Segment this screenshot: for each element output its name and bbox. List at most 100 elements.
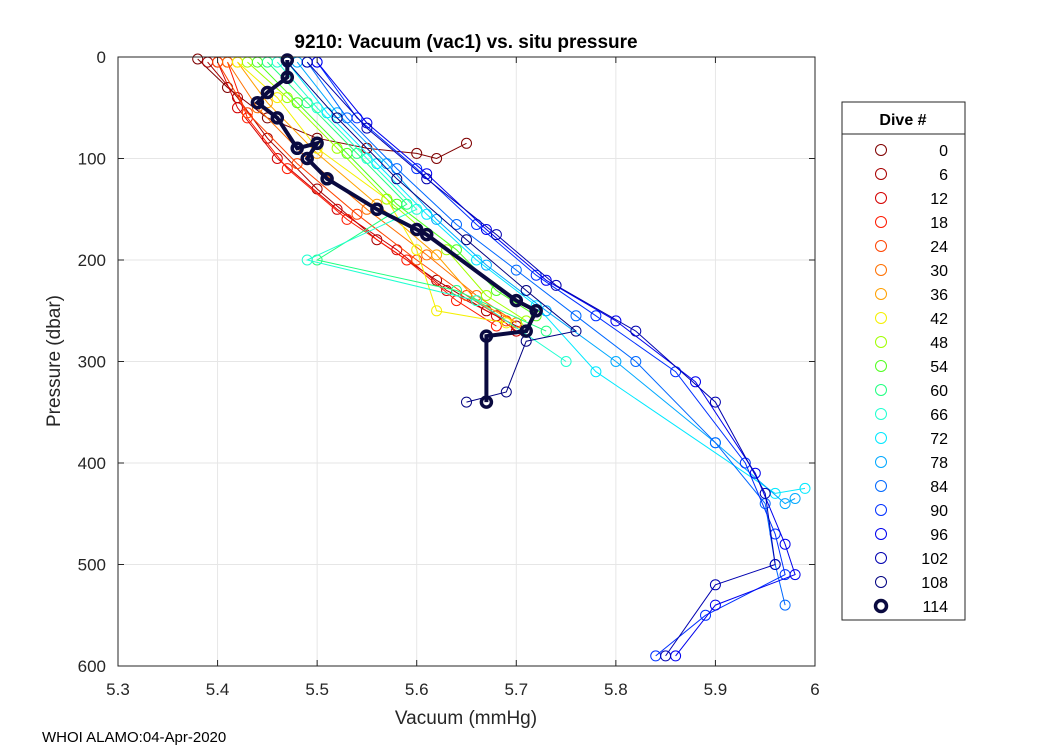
data-point-84	[570, 310, 582, 322]
data-point-66	[560, 356, 572, 367]
data-point-108	[500, 386, 512, 398]
series-line-90	[316, 61, 786, 657]
data-point-96	[779, 538, 791, 550]
data-point-96	[690, 376, 701, 388]
data-point-78	[480, 259, 492, 271]
legend-marker	[875, 432, 887, 444]
data-point-78	[779, 498, 791, 510]
legend-marker	[875, 240, 887, 252]
data-point-114	[300, 151, 314, 166]
legend-title: Dive #	[879, 112, 926, 129]
legend-label: 0	[939, 143, 948, 160]
x-tick-label: 5.3	[106, 680, 130, 699]
data-point-108	[461, 396, 472, 408]
data-point-24	[291, 158, 303, 170]
legend-marker	[875, 336, 887, 348]
data-point-96	[540, 274, 552, 286]
data-point-96	[480, 224, 492, 235]
x-tick-label: 5.8	[604, 680, 628, 699]
legend-entry: 12	[875, 191, 948, 208]
legend-label: 6	[939, 167, 948, 184]
legend-label: 36	[930, 287, 948, 304]
legend: Dive # 0 6 12 18 24 30 36 42 48 54 60 66 72 78 84 90 96 1…	[841, 101, 966, 621]
legend-label: 90	[930, 503, 948, 520]
legend-marker	[875, 288, 887, 300]
legend-entry: 108	[875, 575, 948, 592]
data-point-60	[540, 325, 552, 337]
series-line-102	[306, 61, 776, 657]
data-point-102	[490, 229, 502, 241]
data-point-48	[480, 290, 492, 301]
legend-entry: 42	[875, 311, 948, 328]
data-point-66	[301, 254, 313, 266]
data-point-90	[769, 528, 781, 540]
data-point-114	[290, 141, 304, 156]
data-point-84	[510, 264, 522, 276]
data-point-102	[361, 122, 373, 134]
data-point-24	[351, 208, 363, 220]
legend-entry: 30	[875, 263, 948, 280]
data-point-84	[779, 599, 791, 611]
legend-marker	[875, 504, 887, 516]
legend-entry: 18	[875, 215, 948, 232]
legend-entry: 102	[875, 551, 948, 568]
legend-marker	[875, 192, 887, 204]
legend-entry: 24	[875, 239, 948, 256]
legend-entry: 114	[873, 598, 948, 616]
data-point-108	[391, 173, 403, 185]
data-point-42	[500, 317, 512, 329]
data-point-114	[509, 293, 524, 308]
legend-label: 60	[930, 383, 948, 400]
data-point-42	[411, 244, 423, 256]
legend-label: 72	[930, 431, 948, 448]
legend-label: 96	[930, 527, 948, 544]
legend-entry: 66	[875, 407, 948, 424]
legend-label: 24	[930, 239, 948, 256]
data-point-114	[409, 222, 424, 237]
data-point-0	[461, 137, 472, 149]
data-point-90	[411, 163, 423, 175]
y-axis-label: Pressure (dbar)	[44, 295, 65, 427]
y-tick-label: 600	[78, 657, 106, 676]
x-tick-label: 5.9	[704, 680, 728, 699]
series-line-54	[257, 61, 537, 317]
legend-box	[841, 101, 966, 621]
data-point-114	[270, 111, 285, 125]
legend-label: 108	[921, 575, 948, 592]
data-point-114	[320, 172, 334, 186]
x-tick-label: 5.4	[206, 680, 230, 699]
x-tick-label: 5.6	[405, 680, 429, 699]
data-point-102	[550, 279, 562, 291]
data-point-114	[260, 85, 275, 100]
series-line-84	[306, 61, 786, 606]
data-point-96	[610, 315, 622, 327]
legend-entry: 90	[875, 503, 948, 520]
data-point-114	[479, 329, 494, 343]
legend-label: 12	[930, 191, 948, 208]
data-point-114	[250, 95, 265, 110]
legend-marker	[875, 216, 887, 228]
data-point-114	[529, 304, 543, 318]
legend-marker	[875, 312, 887, 324]
legend-entry: 48	[875, 335, 948, 352]
data-point-102	[421, 173, 433, 185]
legend-entry: 36	[875, 287, 948, 304]
data-point-114	[479, 395, 494, 409]
y-tick-label: 200	[78, 251, 106, 270]
legend-label: 66	[930, 407, 948, 424]
data-point-78	[789, 493, 801, 504]
data-point-0	[411, 147, 423, 159]
legend-label: 42	[930, 311, 948, 328]
series-114	[250, 53, 543, 409]
data-point-90	[351, 112, 363, 124]
series-108	[281, 56, 582, 408]
series-line-96	[316, 61, 796, 657]
data-point-66	[471, 295, 482, 307]
data-point-102	[630, 325, 642, 337]
data-point-102	[769, 559, 781, 570]
legend-entries: 0 6 12 18 24 30 36 42 48 54 60 66 72 78 84 90 96 102 108 11…	[873, 143, 948, 616]
legend-marker	[873, 598, 889, 614]
legend-marker	[875, 456, 887, 468]
series-66	[271, 56, 572, 367]
legend-marker	[875, 480, 887, 492]
